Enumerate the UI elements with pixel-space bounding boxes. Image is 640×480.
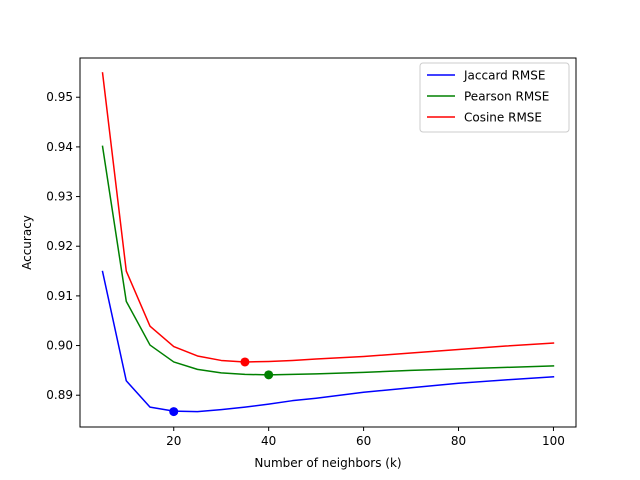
y-tick-label: 0.90 <box>46 339 73 353</box>
y-tick-label: 0.94 <box>46 140 73 154</box>
legend: Jaccard RMSE Pearson RMSE Cosine RMSE <box>419 62 570 133</box>
marker-layer <box>169 357 274 417</box>
x-tick-label: 80 <box>451 434 466 448</box>
plot-frame <box>79 57 577 428</box>
y-tick-label: 0.93 <box>46 190 73 204</box>
min-point-cosine-rmse <box>240 357 250 367</box>
x-axis-ticks: 20 40 60 80 100 <box>166 427 565 448</box>
legend-box <box>419 62 570 133</box>
y-tick-label: 0.89 <box>46 388 73 402</box>
min-point-jaccard-rmse <box>169 407 179 417</box>
legend-entries: Jaccard RMSE Pearson RMSE Cosine RMSE <box>427 69 549 125</box>
min-point-pearson-rmse <box>264 370 274 380</box>
series-line-jaccard-rmse <box>101 270 555 413</box>
legend-label-pearson-rmse: Pearson RMSE <box>464 90 549 104</box>
series-line-cosine-rmse <box>101 72 555 363</box>
x-axis-label: Number of neighbors (k) <box>254 456 401 470</box>
x-tick-label: 100 <box>542 434 565 448</box>
y-axis-ticks: 0.89 0.90 0.91 0.92 0.93 0.94 0.95 <box>46 90 80 402</box>
x-tick-label: 40 <box>261 434 276 448</box>
x-tick-label: 20 <box>166 434 181 448</box>
y-tick-label: 0.92 <box>46 239 73 253</box>
y-tick-label: 0.91 <box>46 289 73 303</box>
y-tick-label: 0.95 <box>46 90 73 104</box>
legend-label-jaccard-rmse: Jaccard RMSE <box>463 69 546 83</box>
y-axis-label: Accuracy <box>20 215 34 270</box>
legend-label-cosine-rmse: Cosine RMSE <box>464 111 542 125</box>
x-tick-label: 60 <box>356 434 371 448</box>
